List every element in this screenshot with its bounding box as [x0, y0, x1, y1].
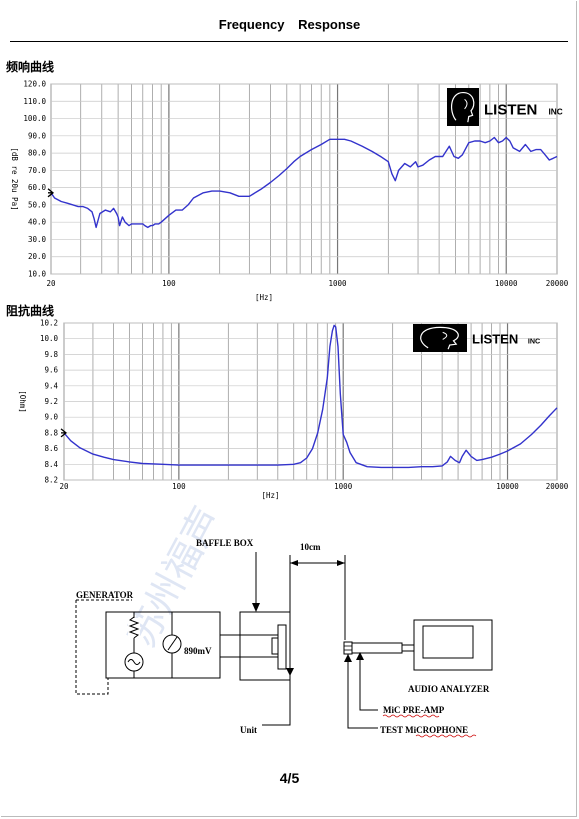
y-tick-label: 10.0 [40, 334, 59, 343]
test-microphone-label: TEST MiCROPHONE [380, 725, 468, 735]
voltmeter-needle [167, 636, 178, 651]
generator-dashed-outline [75, 600, 109, 695]
speaker-unit [277, 624, 287, 670]
y-tick-label: 9.8 [44, 350, 58, 359]
y-tick-label: 8.4 [44, 460, 58, 469]
audio-analyzer [413, 619, 493, 671]
frequency-response-chart: 10.0 20.0 30.0 40.0 50.0 60.0 70.0 80.0 90.0 100.… [10, 80, 569, 303]
y-tick-label: 10.0 [28, 270, 47, 279]
y-tick-label: 10.2 [40, 319, 58, 328]
logo-head-profile [420, 326, 459, 350]
x-axis-label: [Hz] [255, 293, 273, 302]
unit-pointer [262, 612, 291, 726]
title-divider [10, 41, 568, 42]
y-tick-label: 9.4 [44, 381, 58, 390]
analyzer-screen [422, 625, 474, 659]
voltage-label: 890mV [184, 646, 212, 656]
microphone-icon [343, 641, 353, 655]
microphone-leader [347, 654, 378, 729]
mic-preamp-label: MiC PRE-AMP [383, 705, 445, 715]
y-tick-label: 8.6 [44, 444, 58, 453]
spellcheck-underline [415, 734, 477, 738]
x-tick-label: 20000 [546, 482, 569, 491]
speaker-magnet [271, 637, 279, 655]
y-tick-label: 9.6 [44, 366, 58, 375]
x-tick-label: 10000 [495, 279, 518, 288]
y-tick-label: 8.8 [44, 428, 58, 437]
y-tick-label: 30.0 [28, 235, 47, 244]
y-tick-label: 80.0 [28, 149, 47, 158]
impedance-chart: 8.2 8.4 8.6 8.8 9.0 9.2 9.4 9.6 9.8 10.0 10.2 20 100… [18, 319, 569, 501]
y-tick-label: 120.0 [23, 80, 46, 89]
y-tick-label: 8.2 [44, 476, 58, 485]
preamp-body [351, 642, 403, 654]
frequency-response-label: 频响曲线 [6, 60, 55, 74]
series-line [50, 136, 558, 229]
generator-circuit [105, 611, 221, 679]
x-axis-label: [Hz] [261, 491, 279, 500]
distance-label: 10cm [300, 542, 321, 552]
spellcheck-underline [382, 714, 440, 718]
cursor-marker [60, 428, 68, 438]
listen-logo: LISTEN INC [447, 88, 563, 126]
y-tick-label: 40.0 [28, 218, 47, 227]
x-tick-label: 1000 [329, 279, 348, 288]
unit-arrowhead [286, 668, 294, 676]
x-tick-label: 20 [59, 482, 69, 491]
logo-brand: LISTEN [484, 102, 537, 119]
page-title: Frequency Response [218, 17, 361, 32]
audio-analyzer-label: AUDIO ANALYZER [408, 684, 490, 694]
baffle-box-label: BAFFLE BOX [196, 538, 254, 548]
unit-label: Unit [240, 725, 257, 735]
logo-suffix: INC [549, 108, 563, 117]
y-tick-label: 20.0 [28, 252, 47, 261]
logo-brand: LISTEN [472, 332, 518, 347]
y-tick-label: 100.0 [23, 114, 46, 123]
page-number: 4/5 [279, 770, 300, 786]
resistor-icon [128, 616, 140, 639]
y-tick-label: 70.0 [28, 166, 47, 175]
series-line [63, 324, 558, 469]
y-tick-label: 9.2 [44, 397, 58, 406]
logo-ear [442, 331, 448, 340]
x-tick-label: 100 [162, 279, 176, 288]
y-axis-label: [dB re 20u Pa] [10, 147, 19, 210]
logo-ear [464, 99, 468, 110]
y-tick-label: 9.0 [44, 413, 58, 422]
generator-label: GENERATOR [76, 590, 134, 600]
x-tick-label: 100 [172, 482, 186, 491]
x-tick-label: 20000 [546, 279, 569, 288]
listen-logo: LISTEN INC [413, 324, 540, 352]
y-tick-label: 110.0 [23, 97, 46, 106]
preamp-leader [359, 653, 378, 711]
impedance-label: 阻抗曲线 [6, 304, 55, 318]
y-tick-label: 50.0 [28, 200, 47, 209]
y-tick-label: 60.0 [28, 183, 47, 192]
cursor-marker [47, 188, 55, 198]
baffle-arrowhead [252, 603, 260, 612]
measurement-diagram: GENERATOR 890mV BAFFLE BOX Unit 10cm AUDIO AN… [75, 538, 493, 738]
leader-arrowheads [344, 652, 364, 662]
x-tick-label: 1000 [334, 482, 353, 491]
logo-head-profile [450, 91, 475, 123]
preamp-connector [401, 644, 415, 652]
y-axis-label: [Ohm] [18, 390, 27, 413]
ac-wave [127, 659, 141, 665]
y-tick-label: 90.0 [28, 131, 47, 140]
x-tick-label: 20 [46, 279, 56, 288]
plot-area [50, 83, 558, 275]
x-tick-label: 10000 [496, 482, 519, 491]
logo-suffix: INC [528, 338, 540, 346]
